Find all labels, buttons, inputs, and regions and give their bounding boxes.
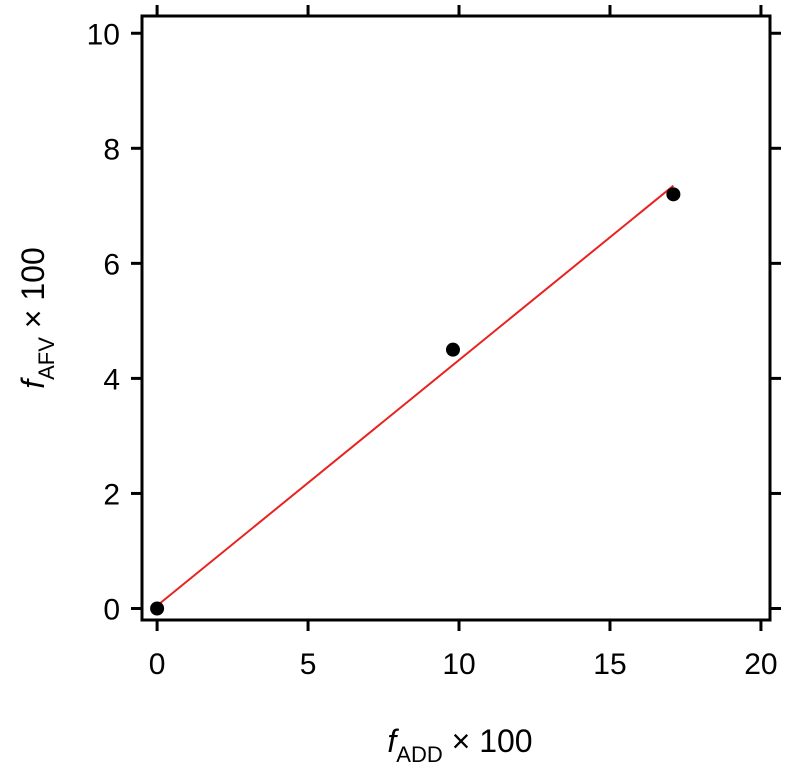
x-axis-ticks: 0 5 10 15 20 — [149, 5, 778, 681]
x-tick-label: 0 — [149, 648, 166, 681]
y-axis-ticks: 0 2 4 6 8 10 — [87, 18, 781, 626]
y-tick-label: 2 — [103, 478, 120, 511]
fit-line — [156, 184, 675, 607]
data-point — [150, 601, 165, 616]
plot-frame — [140, 14, 772, 622]
y-tick-label: 8 — [103, 133, 120, 166]
x-tick-label: 10 — [442, 648, 475, 681]
x-tick-label: 5 — [300, 648, 317, 681]
data-point — [445, 342, 460, 357]
y-tick-label: 6 — [103, 248, 120, 281]
x-axis-label: fADD × 100 — [387, 723, 532, 766]
fit-line-group — [156, 184, 675, 607]
data-points — [150, 187, 681, 616]
x-tick-label: 15 — [593, 648, 626, 681]
y-tick-label: 4 — [103, 363, 120, 396]
y-axis-label: fAFV × 100 — [15, 247, 59, 389]
x-tick-label: 20 — [744, 648, 777, 681]
y-tick-label: 10 — [87, 18, 120, 51]
data-point — [666, 187, 681, 202]
y-tick-label: 0 — [103, 593, 120, 626]
